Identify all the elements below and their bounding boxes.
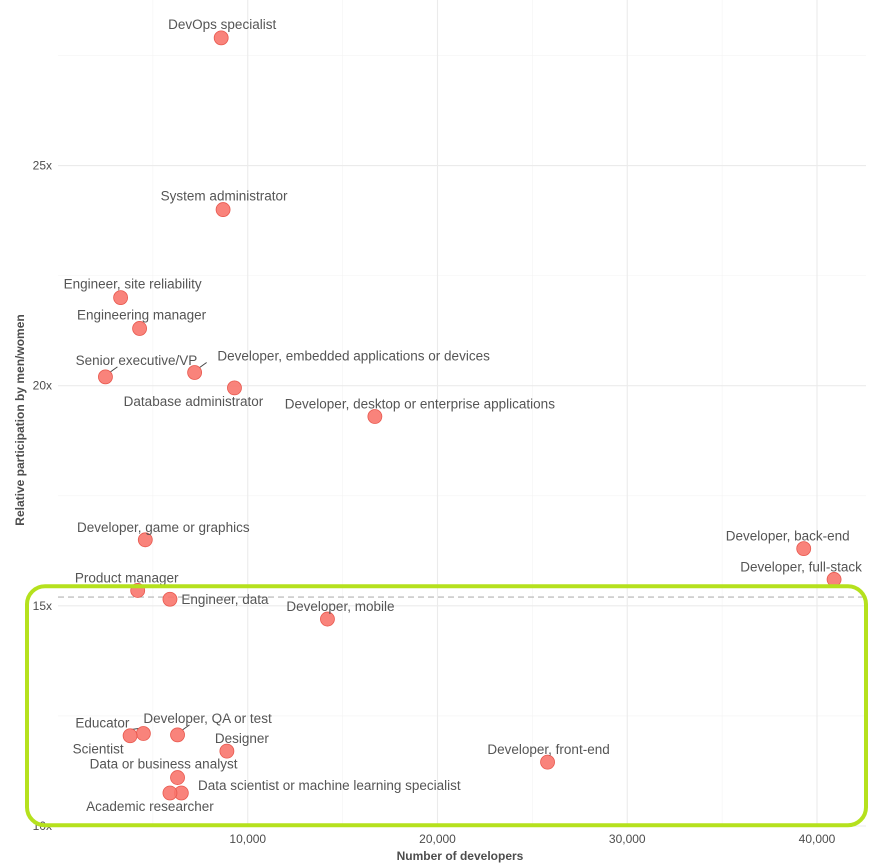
- point-label: Scientist: [73, 742, 124, 757]
- x-axis-title: Number of developers: [397, 849, 524, 863]
- point-label: Engineering manager: [77, 307, 207, 322]
- data-point: [170, 770, 185, 785]
- highlight-box: [25, 584, 868, 828]
- data-point: [219, 743, 235, 759]
- point-label: Developer, front-end: [487, 742, 609, 757]
- major-gridlines: [58, 0, 866, 827]
- point-label: Developer, full-stack: [740, 559, 862, 574]
- data-point: [367, 409, 383, 424]
- point-label: Data scientist or machine learning speci…: [198, 778, 461, 793]
- x-tick-label: 20,000: [419, 832, 456, 846]
- y-axis-title: Relative participation by men/women: [13, 314, 27, 525]
- point-label: Engineer, site reliability: [64, 277, 202, 292]
- label-leader-line: [199, 362, 207, 368]
- point-label: Senior executive/VP: [76, 353, 198, 368]
- data-points: [98, 30, 842, 801]
- data-point: [162, 591, 178, 607]
- point-label: Developer, back-end: [726, 529, 850, 544]
- data-point: [540, 754, 555, 770]
- x-tick-label: 40,000: [799, 832, 836, 846]
- point-labels: DevOps specialist System administrator Eng…: [64, 17, 863, 814]
- data-point: [187, 365, 203, 380]
- data-point: [132, 321, 147, 336]
- data-point: [213, 30, 229, 46]
- point-label: Developer, mobile: [286, 599, 394, 614]
- x-tick-labels: 10,000 20,000 30,000 40,000: [229, 832, 835, 846]
- label-leader-line: [182, 724, 190, 731]
- point-label: Developer, desktop or enterprise applica…: [285, 397, 555, 412]
- y-tick-label: 20x: [33, 379, 52, 393]
- point-label: Database administrator: [124, 394, 264, 409]
- data-point: [215, 202, 231, 217]
- data-point: [137, 532, 153, 548]
- data-point: [170, 727, 185, 743]
- point-label: Academic researcher: [86, 799, 214, 814]
- data-point: [320, 611, 335, 627]
- x-tick-label: 30,000: [609, 832, 646, 846]
- point-label: Developer, QA or test: [143, 711, 272, 726]
- minor-gridlines: [58, 0, 866, 826]
- data-point: [796, 541, 812, 557]
- point-label: Developer, embedded applications or devi…: [217, 348, 490, 363]
- point-label: Engineer, data: [181, 592, 269, 607]
- x-tick-label: 10,000: [229, 832, 266, 846]
- point-label: System administrator: [161, 189, 288, 204]
- data-point: [162, 785, 178, 801]
- point-label: DevOps specialist: [168, 17, 276, 32]
- data-point: [122, 728, 138, 744]
- point-label: Developer, game or graphics: [77, 520, 250, 535]
- data-point: [135, 726, 151, 741]
- label-leader-line: [110, 366, 118, 373]
- y-tick-label: 15x: [33, 599, 52, 613]
- data-point: [98, 369, 113, 385]
- data-point: [113, 290, 129, 306]
- point-label: Product manager: [75, 570, 179, 585]
- data-point: [227, 380, 242, 396]
- point-label: Designer: [215, 731, 270, 746]
- point-label: Educator: [75, 716, 130, 731]
- point-label: Data or business analyst: [90, 757, 238, 772]
- y-tick-label: 25x: [33, 159, 52, 173]
